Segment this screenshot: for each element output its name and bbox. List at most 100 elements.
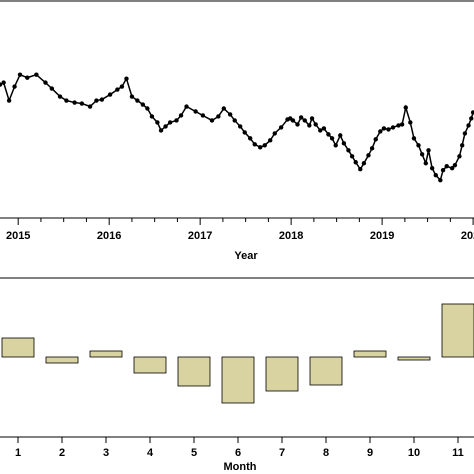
data-point xyxy=(438,177,443,183)
data-point xyxy=(321,126,327,131)
data-point xyxy=(419,152,425,157)
data-point xyxy=(313,122,318,127)
data-point xyxy=(396,123,401,128)
data-point xyxy=(329,136,335,141)
data-point xyxy=(209,118,215,123)
x-tick-label: 8 xyxy=(323,447,329,459)
data-point xyxy=(262,143,267,148)
data-point xyxy=(257,145,263,150)
data-point xyxy=(399,122,405,127)
x-tick-label: 2020 xyxy=(461,230,474,242)
data-point xyxy=(378,129,383,134)
data-point xyxy=(94,98,99,103)
data-line xyxy=(0,73,474,182)
data-point xyxy=(457,154,462,159)
data-point xyxy=(79,101,85,106)
data-point xyxy=(17,72,23,77)
data-point xyxy=(452,163,458,168)
data-point xyxy=(444,164,449,169)
x-axis-label: Year xyxy=(234,250,258,262)
bar xyxy=(309,356,343,386)
bar xyxy=(265,356,299,392)
data-point xyxy=(140,102,146,107)
bar xyxy=(45,356,79,364)
data-point xyxy=(403,105,408,110)
data-point xyxy=(381,126,387,131)
data-point xyxy=(64,98,69,103)
data-point xyxy=(1,80,6,85)
data-point xyxy=(390,125,396,130)
data-point xyxy=(57,94,63,99)
data-point xyxy=(466,123,471,128)
x-tick-label: 11 xyxy=(452,447,464,459)
data-point xyxy=(349,154,355,159)
data-point xyxy=(247,136,253,141)
data-point xyxy=(373,137,378,142)
bar xyxy=(133,356,167,374)
data-point xyxy=(49,86,55,91)
data-point xyxy=(119,84,125,89)
data-point xyxy=(338,133,343,138)
data-point xyxy=(72,100,77,105)
data-point xyxy=(124,76,129,81)
data-point xyxy=(158,128,164,133)
data-point xyxy=(309,116,315,121)
data-point xyxy=(353,160,358,165)
bar xyxy=(441,303,474,358)
data-point xyxy=(227,112,233,117)
data-point xyxy=(135,98,140,103)
data-point xyxy=(12,84,17,89)
x-tick-label: 2016 xyxy=(97,230,121,242)
data-point xyxy=(268,138,273,143)
data-point xyxy=(193,109,198,114)
data-point xyxy=(99,97,105,102)
data-point xyxy=(366,153,371,158)
data-point xyxy=(433,172,438,178)
data-point xyxy=(298,115,304,120)
data-point xyxy=(361,161,367,166)
x-tick-label: 2017 xyxy=(188,230,212,242)
data-point xyxy=(346,148,351,153)
data-point xyxy=(341,141,347,146)
x-tick-label: 6 xyxy=(235,447,241,459)
data-point xyxy=(326,132,331,137)
data-point xyxy=(416,143,421,148)
data-point xyxy=(167,120,173,125)
data-point xyxy=(358,167,363,172)
x-tick-label: 2019 xyxy=(370,230,394,242)
x-tick-label: 3 xyxy=(103,447,109,459)
x-tick-label: 2018 xyxy=(279,230,303,242)
bar xyxy=(1,337,35,358)
data-point xyxy=(426,148,431,153)
data-point xyxy=(145,106,150,111)
data-point xyxy=(178,113,184,118)
data-point xyxy=(6,98,12,103)
bar xyxy=(353,350,387,358)
data-point xyxy=(200,113,206,118)
data-point xyxy=(411,136,417,141)
data-point xyxy=(290,118,296,123)
data-point xyxy=(174,118,179,123)
data-point xyxy=(34,72,39,77)
data-point xyxy=(278,125,284,130)
x-tick-label: 1 xyxy=(15,447,21,459)
data-point xyxy=(386,127,391,132)
data-point xyxy=(440,168,446,173)
data-point xyxy=(459,143,465,148)
data-point xyxy=(237,124,243,129)
data-point xyxy=(302,118,307,123)
bar xyxy=(177,356,211,387)
x-tick-label: 7 xyxy=(279,447,285,459)
data-point xyxy=(469,116,474,121)
x-tick-label: 5 xyxy=(191,447,197,459)
x-tick-label: 10 xyxy=(408,447,420,459)
data-point xyxy=(408,120,413,125)
data-point xyxy=(333,143,338,148)
data-point xyxy=(129,94,135,99)
plot-frame xyxy=(0,0,474,219)
data-point xyxy=(163,124,168,129)
data-point xyxy=(25,75,30,80)
data-point xyxy=(318,128,323,133)
data-point xyxy=(184,104,189,109)
